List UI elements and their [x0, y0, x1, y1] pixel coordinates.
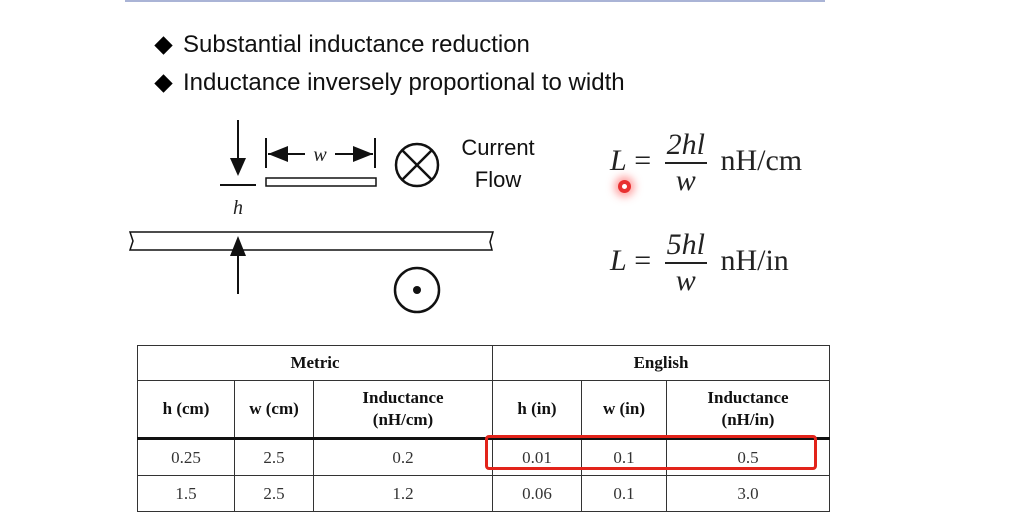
h-top-arrowhead-icon — [230, 158, 246, 176]
formula-unit: nH/cm — [720, 143, 803, 177]
table-cell: 3.0 — [666, 475, 830, 512]
formula-english: L = 5hl w nH/in — [610, 228, 789, 298]
w-right-arrowhead-icon — [353, 146, 373, 162]
formula-fraction: 5hl w — [664, 228, 707, 298]
bullet-list: Substantial inductance reduction Inducta… — [153, 26, 625, 102]
h-bottom-arrowhead-icon — [230, 236, 246, 256]
table-cell: 2.5 — [234, 438, 314, 476]
bullet-text: Inductance inversely proportional to wid… — [183, 69, 625, 96]
formula-numerator: 2hl — [666, 128, 705, 161]
group-header-metric: Metric — [137, 345, 493, 381]
current-flow-label: Current Flow — [448, 132, 548, 196]
column-header: h (cm) — [137, 380, 235, 440]
table-cell: 1.5 — [137, 475, 235, 512]
title-underline — [125, 0, 825, 2]
bullet-item: Inductance inversely proportional to wid… — [153, 64, 625, 102]
group-header-english: English — [492, 345, 830, 381]
column-header: w (in) — [581, 380, 667, 440]
formula-equals: = — [634, 143, 652, 177]
diamond-bullet-icon — [154, 35, 173, 55]
highlight-box — [485, 435, 817, 470]
table-cell: 1.2 — [313, 475, 493, 512]
w-label: w — [313, 144, 327, 166]
current-into-page-cross-b — [401, 149, 433, 181]
fraction-bar — [664, 162, 707, 164]
current-flow-line1: Current — [461, 135, 535, 160]
column-header: h (in) — [492, 380, 582, 440]
table-cell: 2.5 — [234, 475, 314, 512]
formula-equals: = — [634, 243, 652, 277]
h-label: h — [233, 197, 243, 219]
bullet-text: Substantial inductance reduction — [183, 31, 530, 58]
formula-lhs: L — [610, 243, 627, 277]
formula-numerator: 5hl — [666, 228, 705, 261]
table-cell: 0.25 — [137, 438, 235, 476]
signal-conductor-strip — [265, 177, 377, 187]
diamond-bullet-icon — [154, 73, 173, 93]
table-cell: 0.06 — [492, 475, 582, 512]
formula-lhs: L — [610, 143, 627, 177]
formula-denominator: w — [675, 264, 696, 297]
table-cell: 0.2 — [313, 438, 493, 476]
formula-fraction: 2hl w — [664, 128, 707, 198]
ground-plane — [128, 231, 495, 251]
inductance-table: Metric English h (cm) w (cm) Inductance (… — [137, 345, 830, 512]
formula-unit: nH/in — [720, 243, 789, 277]
formula-metric: L = 2hl w nH/cm — [610, 128, 802, 198]
fraction-bar — [664, 262, 707, 264]
conductor-diagram: h w — [128, 120, 495, 314]
column-header-line: (nH/cm) — [372, 410, 434, 429]
table-cell: 0.1 — [581, 475, 667, 512]
column-header: w (cm) — [234, 380, 314, 440]
formula-denominator: w — [675, 164, 696, 197]
column-header-line: Inductance — [707, 388, 789, 407]
bullet-item: Substantial inductance reduction — [153, 26, 625, 64]
current-out-of-page-dot — [413, 286, 421, 294]
column-header: Inductance (nH/cm) — [313, 380, 493, 440]
column-header-line: (nH/in) — [721, 410, 775, 429]
table-row: 1.5 2.5 1.2 0.06 0.1 3.0 — [137, 475, 830, 512]
laser-pointer-dot — [618, 180, 631, 193]
column-header: Inductance (nH/in) — [666, 380, 830, 440]
column-header-line: Inductance — [362, 388, 444, 407]
w-left-arrowhead-icon — [268, 146, 288, 162]
current-flow-line2: Flow — [474, 167, 522, 192]
